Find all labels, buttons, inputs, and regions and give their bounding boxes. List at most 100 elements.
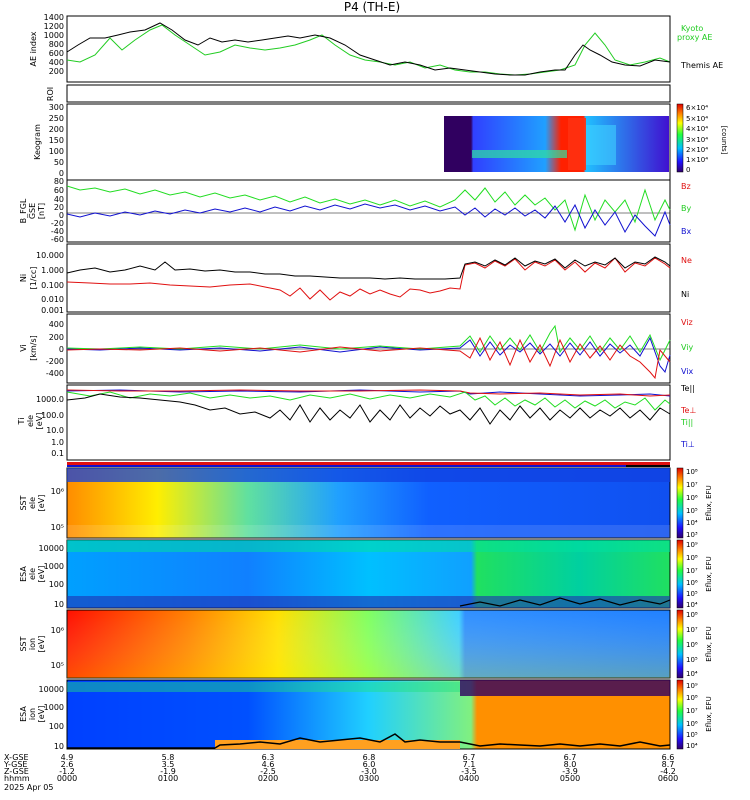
x-axis-row-labels: X-GSE Y-GSE Z-GSE hhmm	[3, 753, 30, 783]
x-col-6: 6.6 8.7 -4.2 0600	[658, 753, 678, 783]
panel-sst-ion: SST ion [eV] 10⁶ 10⁵ 10⁸ 10⁷ 10⁶ 10⁵ 10⁴…	[19, 609, 713, 679]
keogram-cbar-tick: 3×10⁴	[686, 136, 708, 144]
keogram-ticks: 300 250 200 150 100 50 0	[49, 103, 64, 178]
ae-tick: 1000	[44, 31, 64, 40]
panel-density: Ni [1/cc] 10.000 1.000 0.100 0.010 0.001…	[19, 243, 692, 315]
sst-ele-ticks: 10⁶ 10⁵	[51, 487, 64, 532]
sst-ion-ticks: 10⁶ 10⁵	[51, 626, 64, 670]
density-tick: 10.000	[36, 251, 64, 260]
keogram-colorbar	[676, 103, 684, 173]
legend-ne: Ne	[681, 256, 692, 265]
x-tick-z: -2.5	[260, 767, 276, 776]
esa-ion-top-band	[460, 680, 670, 696]
sst-ele-tick: 10⁶	[51, 487, 64, 496]
legend-ti-perp: Ti⊥	[680, 440, 695, 449]
esa-ele-cbar-tick: 10⁶	[686, 579, 698, 587]
esa-ele-cbar-tick: 10⁸	[686, 554, 698, 562]
legend-kyoto: Kyoto	[681, 24, 703, 33]
keogram-ylabel: Keogram	[33, 124, 42, 160]
esa-ele-ylabel3: [eV]	[37, 566, 46, 583]
sst-ion-ylabel2: ion	[28, 638, 37, 650]
x-tick-time: 0300	[359, 774, 379, 783]
esa-ele-ticks: 10000 1000 100 10	[39, 544, 64, 609]
bfgl-tick: -60	[51, 235, 64, 244]
velocity-ylabel2: [km/s]	[29, 335, 38, 361]
panel-velocity: Vi [km/s] 400 200 0 -200 -400 Viz Viy Vi…	[19, 313, 694, 384]
mode-bar-blue	[67, 465, 670, 467]
ae-ticks: 1400 1200 1000 800 600 400 200	[44, 13, 64, 76]
sst-ion-cbar-tick: 10⁸	[686, 611, 698, 619]
legend-vix: Vix	[681, 367, 694, 376]
series-bx	[66, 203, 671, 237]
panel-ae: AE index 1400 1200 1000 800 600 400 200 …	[29, 13, 723, 83]
roi-plot-frame	[66, 84, 671, 103]
series-ni	[66, 256, 671, 280]
x-col-3: 6.8 6.0 -3.0 0300	[359, 753, 379, 783]
esa-ion-cbar-tick: 10⁹	[686, 682, 698, 690]
velocity-ticks: 400 200 0 -200 -400	[46, 320, 64, 378]
velocity-legend: Viz Viy Vix	[681, 318, 694, 376]
roi-ylabel: ROI	[46, 87, 55, 101]
temp-legend: Te|| Te⊥ Ti|| Ti⊥	[680, 384, 696, 449]
sst-ele-cbar-tick: 10⁶	[686, 494, 698, 502]
panel-roi: ROI	[46, 84, 671, 103]
esa-ele-colorbar	[676, 539, 684, 609]
bfgl-ylabel3: [nT]	[37, 203, 46, 219]
temp-tick: 100.0	[41, 411, 64, 420]
x-tick-z: -4.2	[660, 767, 676, 776]
bfgl-tick: 60	[54, 186, 64, 195]
esa-ele-top-band	[67, 540, 670, 552]
density-tick: 0.100	[41, 281, 64, 290]
sst-ion-ylabel3: [eV]	[37, 636, 46, 653]
bfgl-tick: -20	[51, 219, 64, 228]
bfgl-ylabel2: GSE	[28, 203, 37, 219]
sst-ele-colorbar-ticks: 10⁸ 10⁷ 10⁶ 10⁵ 10⁴ 10³	[686, 468, 698, 539]
legend-bx: Bx	[681, 227, 691, 236]
keogram-band	[586, 125, 616, 165]
bfgl-tick: 0	[59, 211, 64, 220]
esa-ele-cbar-tick: 10⁴	[686, 601, 698, 609]
x-tick-x: 6.6	[662, 753, 675, 762]
temp-tick: 0.1	[51, 449, 64, 458]
legend-te-par: Te||	[680, 384, 695, 393]
esa-ion-scpot-fill	[215, 740, 460, 749]
ae-tick: 800	[49, 40, 64, 49]
x-tick-z: -1.2	[59, 767, 75, 776]
x-axis: X-GSE Y-GSE Z-GSE hhmm 2025 Apr 05 4.9 2…	[3, 753, 678, 792]
sst-ion-tick: 10⁵	[51, 661, 64, 670]
ae-tick: 200	[49, 67, 64, 76]
x-row-label: Z-GSE	[4, 767, 29, 776]
velocity-tick: 0	[59, 345, 64, 354]
sst-ele-cbar-tick: 10⁷	[686, 481, 698, 489]
esa-ele-ylabel: ESA	[19, 566, 28, 582]
x-col-4: 6.7 7.1 -3.5 0400	[459, 753, 479, 783]
keogram-band	[568, 118, 586, 170]
bfgl-tick: 40	[54, 195, 64, 204]
keogram-tick: 150	[49, 136, 64, 145]
panel-esa-ele: ESA ele [eV] 10000 1000 100 10 10⁹ 10⁸ 1…	[19, 539, 713, 609]
bfgl-ticks: 80 60 40 20 0 -20 -40 -60	[51, 177, 64, 244]
series-te-perp	[66, 389, 671, 397]
keogram-tick: 0	[59, 169, 64, 178]
esa-ion-cbar-tick: 10⁵	[686, 731, 698, 739]
ae-tick: 1400	[44, 13, 64, 22]
keogram-tick: 100	[49, 147, 64, 156]
density-ylabel2: [1/cc]	[29, 267, 38, 290]
ae-ylabel: AE index	[29, 31, 38, 66]
esa-ele-ylabel2: ele	[28, 568, 37, 580]
mode-bar-black	[626, 465, 670, 467]
velocity-tick: 400	[49, 320, 64, 329]
series-viz	[66, 336, 671, 380]
sst-ele-cbar-tick: 10⁴	[686, 519, 698, 527]
keogram-cbar-tick: 4×10⁴	[686, 125, 708, 133]
temp-ylabel2: ele	[26, 415, 35, 427]
x-row-label: Y-GSE	[3, 760, 27, 769]
x-tick-y: 7.1	[463, 760, 476, 769]
esa-ion-colorbar-ticks: 10⁹ 10⁸ 10⁷ 10⁶ 10⁵ 10⁴	[686, 682, 698, 750]
panel-esa-ion: ESA ion [eV] 10000 1000 100 10 10⁹ 10⁸ 1…	[19, 679, 713, 751]
sst-ion-cbar-tick: 10⁵	[686, 656, 698, 664]
series-themis-ae	[66, 22, 671, 76]
sst-ele-cbar-tick: 10³	[686, 531, 698, 539]
esa-ele-tick: 10	[54, 600, 64, 609]
esa-ion-tick: 10000	[39, 685, 64, 694]
